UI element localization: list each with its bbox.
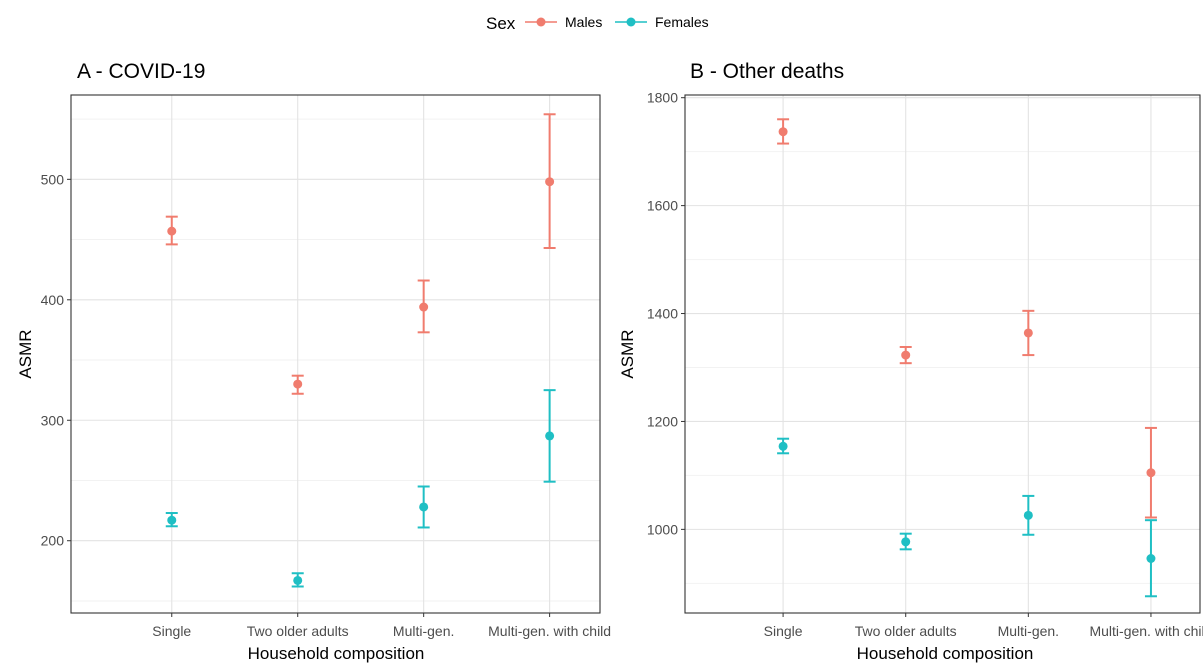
data-point [545,177,555,187]
errorbar-point-females [543,389,556,483]
data-point [419,302,429,312]
x-axis: Single Two older adults Multi-gen. Multi-ge… [764,613,1203,639]
data-marks [70,94,601,614]
legend-entry-females: Females [615,14,709,30]
x-tick-label: Multi-gen. [998,623,1059,639]
x-axis-title: Household composition [248,644,425,663]
errorbar-point-females [899,532,912,551]
data-point [901,350,911,360]
y-tick-label: 1600 [647,198,678,214]
x-tick-label: Two older adults [855,623,957,639]
legend-marker-males [536,17,546,27]
legend-label-males: Males [565,14,602,30]
errorbar-point-females [1144,519,1157,598]
data-point [1023,328,1033,338]
y-tick-label: 400 [41,292,65,308]
data-point [778,441,788,451]
x-axis-title: Household composition [857,644,1034,663]
y-tick-label: 1400 [647,306,678,322]
data-point [419,502,429,512]
x-tick-label: Multi-gen. [393,623,454,639]
x-tick-label: Single [764,623,803,639]
data-point [293,575,303,585]
data-marks [684,94,1201,614]
y-tick-label: 500 [41,171,65,187]
data-point [1023,510,1033,520]
legend-label-females: Females [655,14,709,30]
legend-entry-males: Males [525,14,602,30]
data-point [1146,554,1156,564]
errorbar-point-males [1022,309,1035,357]
errorbar-point-females [777,437,790,455]
y-axis-title: ASMR [16,329,35,378]
y-tick-label: 1000 [647,521,678,537]
legend-title: Sex [486,14,516,33]
panel-title: B - Other deaths [690,60,844,83]
data-point [167,515,177,525]
errorbar-point-females [417,485,430,529]
errorbar-point-males [543,113,556,249]
y-tick-label: 300 [41,412,65,428]
y-axis: 200 300 400 500 [41,171,71,549]
legend: Sex Males Females [486,14,709,33]
errorbar-point-males [1144,426,1157,519]
errorbar-point-females [165,512,178,528]
errorbar-point-females [1022,494,1035,536]
x-tick-label: Single [152,623,191,639]
errorbar-point-males [165,215,178,246]
grid [71,95,600,613]
x-tick-label: Two older adults [247,623,349,639]
errorbar-point-females [291,572,304,588]
x-axis: Single Two older adults Multi-gen. Multi-ge… [152,613,611,639]
data-point [545,431,555,441]
panel-border [684,94,1201,614]
y-tick-label: 1200 [647,413,678,429]
y-axis: 1000 1200 1400 1600 1800 [647,90,685,537]
errorbar-point-males [777,118,790,145]
data-point [293,379,303,389]
y-tick-label: 1800 [647,90,678,106]
legend-marker-females [626,17,636,27]
data-point [901,537,911,547]
panel-covid: A - COVID-19 200 300 400 500 Single Two olde… [16,60,611,663]
errorbar-point-males [899,345,912,365]
x-tick-label: Multi-gen. with child [1089,623,1203,639]
y-tick-label: 200 [41,533,65,549]
data-point [1146,468,1156,478]
errorbar-point-males [417,279,430,334]
data-point [167,226,177,236]
grid [685,95,1200,613]
errorbar-point-males [291,374,304,395]
panel-border [70,94,601,614]
panel-other-deaths: B - Other deaths 1000 1200 1400 1600 1800 Si… [618,60,1203,663]
y-axis-title: ASMR [618,329,637,378]
data-point [778,127,788,137]
panel-title: A - COVID-19 [77,60,205,83]
x-tick-label: Multi-gen. with child [488,623,611,639]
